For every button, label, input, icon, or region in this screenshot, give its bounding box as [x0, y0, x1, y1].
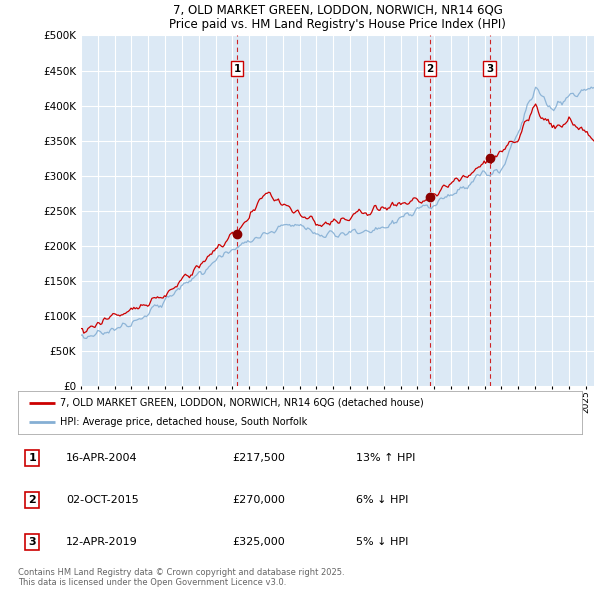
Text: 3: 3: [486, 64, 493, 74]
Text: 13% ↑ HPI: 13% ↑ HPI: [356, 453, 416, 463]
Text: 02-OCT-2015: 02-OCT-2015: [66, 495, 139, 505]
Text: £217,500: £217,500: [232, 453, 285, 463]
Text: 16-APR-2004: 16-APR-2004: [66, 453, 137, 463]
Text: 12-APR-2019: 12-APR-2019: [66, 537, 137, 547]
Text: Contains HM Land Registry data © Crown copyright and database right 2025.
This d: Contains HM Land Registry data © Crown c…: [18, 568, 344, 587]
Text: 1: 1: [28, 453, 36, 463]
Title: 7, OLD MARKET GREEN, LODDON, NORWICH, NR14 6QG
Price paid vs. HM Land Registry's: 7, OLD MARKET GREEN, LODDON, NORWICH, NR…: [169, 4, 506, 31]
Text: 2: 2: [28, 495, 36, 505]
Text: 6% ↓ HPI: 6% ↓ HPI: [356, 495, 409, 505]
Text: 3: 3: [28, 537, 36, 547]
Text: 1: 1: [233, 64, 241, 74]
Text: 5% ↓ HPI: 5% ↓ HPI: [356, 537, 409, 547]
Text: £270,000: £270,000: [232, 495, 285, 505]
Text: HPI: Average price, detached house, South Norfolk: HPI: Average price, detached house, Sout…: [60, 417, 308, 427]
Text: £325,000: £325,000: [232, 537, 285, 547]
Text: 7, OLD MARKET GREEN, LODDON, NORWICH, NR14 6QG (detached house): 7, OLD MARKET GREEN, LODDON, NORWICH, NR…: [60, 398, 424, 408]
Text: 2: 2: [427, 64, 434, 74]
